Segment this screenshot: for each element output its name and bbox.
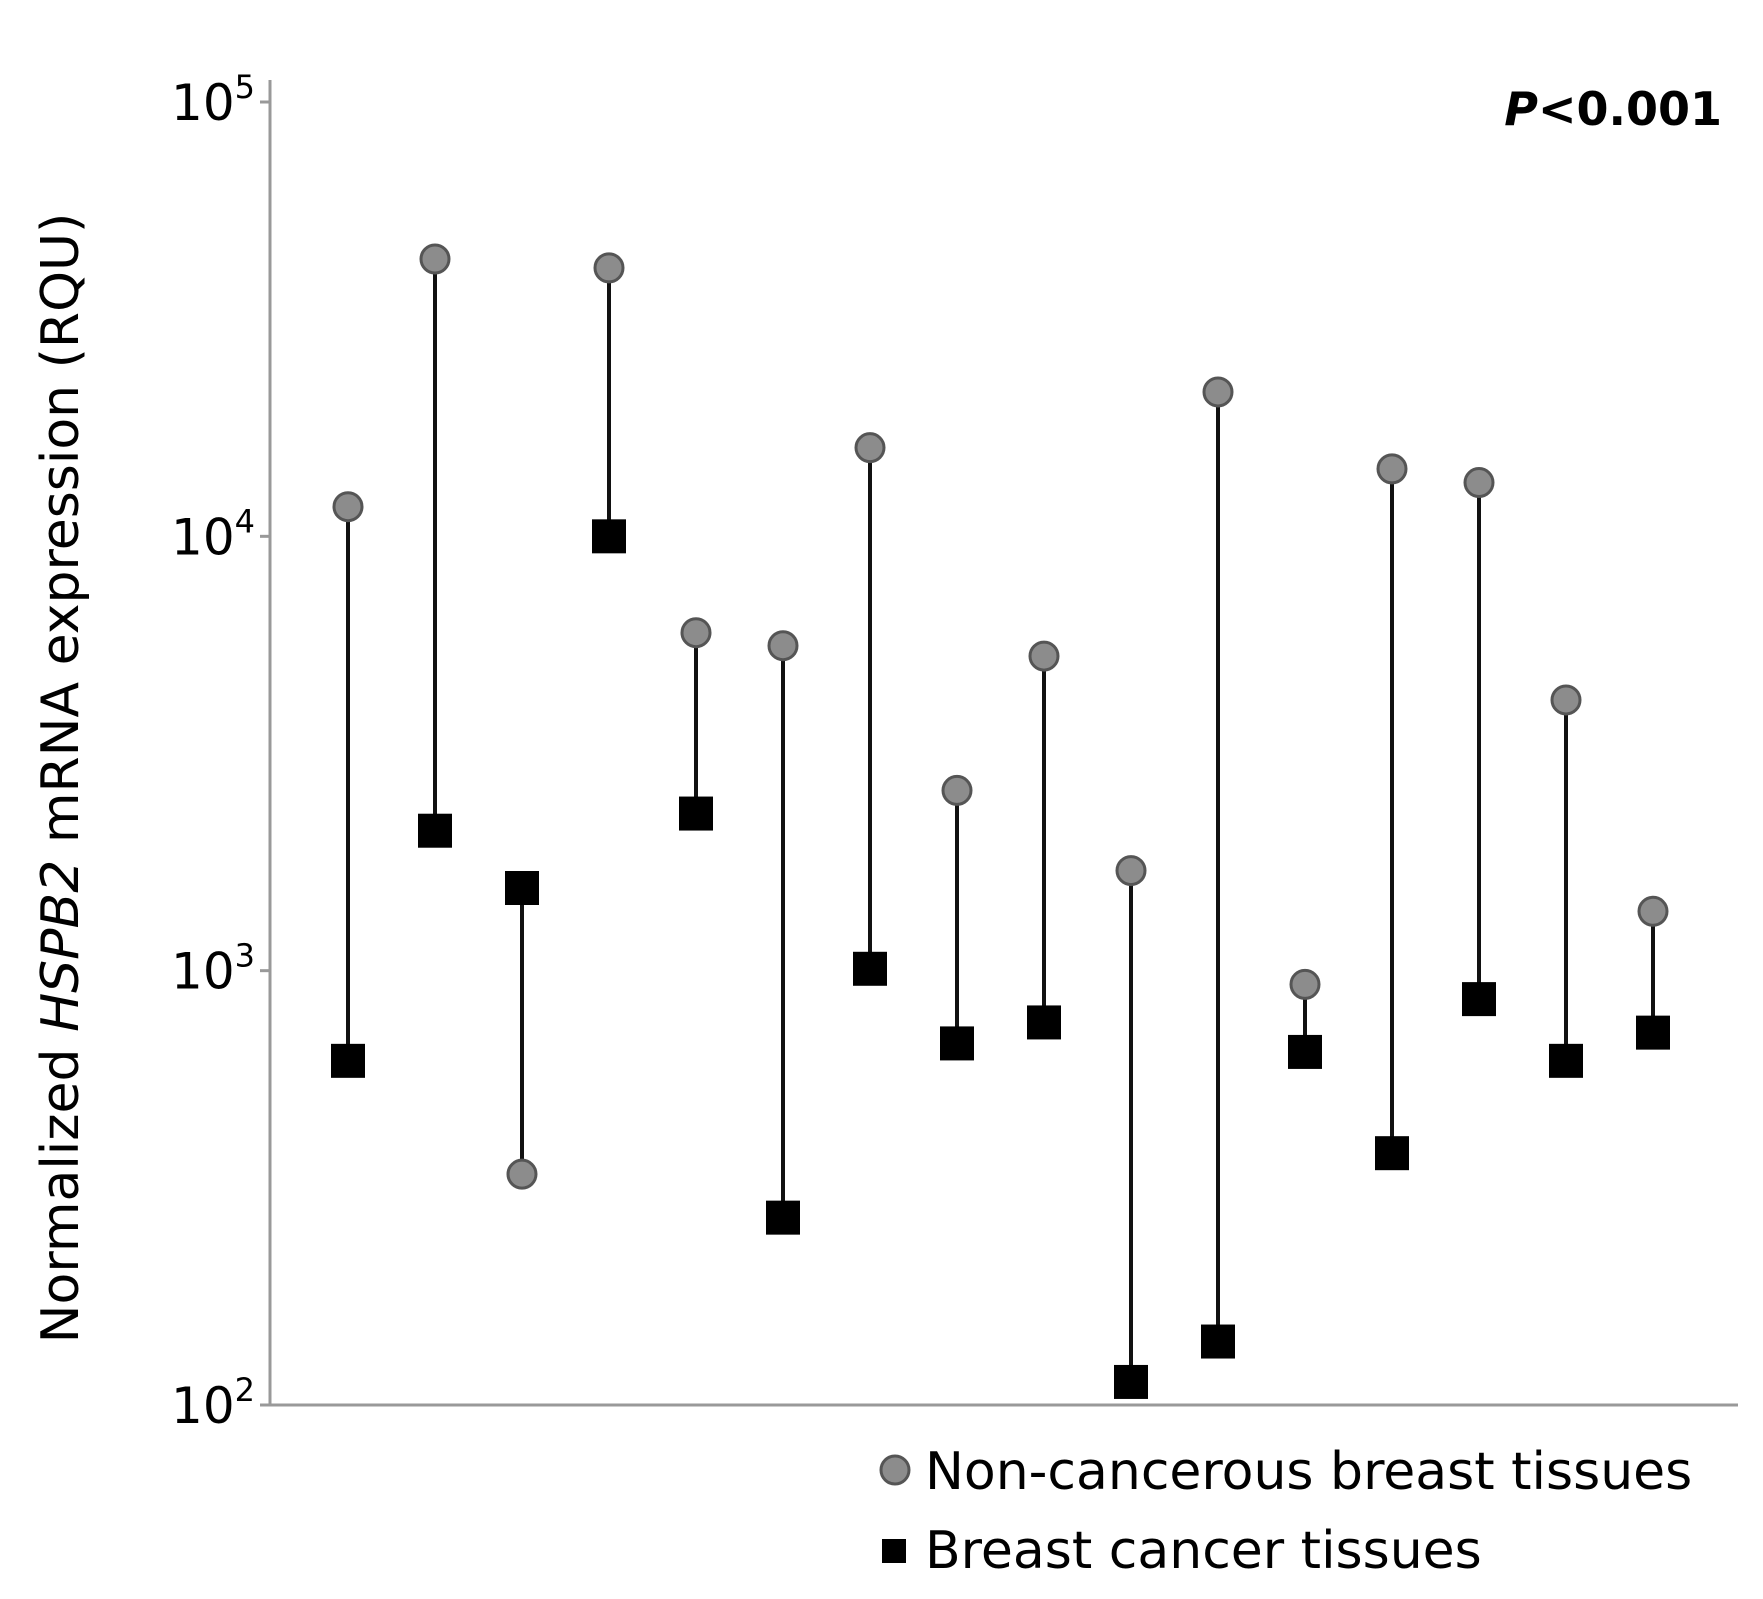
non-cancer-marker [1550, 684, 1582, 716]
y-tick-label: 103 [171, 937, 255, 1001]
non-cancer-marker [1115, 855, 1147, 887]
y-axis-title: Normalized HSPB2 mRNA expression (RQU) [31, 213, 91, 1344]
cancer-marker [1201, 1324, 1235, 1359]
y-ticks: 102 103 104 105 [171, 68, 270, 1435]
cancer-marker [592, 519, 626, 554]
non-cancer-marker [593, 252, 625, 284]
cancer-marker [853, 951, 887, 986]
cancer-marker [1549, 1043, 1583, 1078]
non-cancer-marker [1463, 467, 1495, 499]
cancer-marker [1636, 1015, 1670, 1050]
cancer-marker [940, 1026, 974, 1061]
non-cancer-marker [1202, 376, 1234, 408]
cancer-marker [1462, 982, 1496, 1017]
cancer-marker [766, 1200, 800, 1235]
cancer-marker [418, 813, 452, 848]
axes [268, 80, 1738, 1407]
data-markers [331, 243, 1670, 1399]
non-cancer-marker [941, 774, 973, 806]
cancer-marker [505, 870, 539, 905]
non-cancer-marker [854, 432, 886, 464]
y-tick-label: 104 [171, 502, 255, 566]
non-cancer-marker [680, 617, 712, 649]
legend-label-non-cancerous: Non-cancerous breast tissues [925, 1442, 1692, 1502]
y-tick-label: 105 [171, 68, 255, 132]
non-cancer-marker [419, 243, 451, 275]
cancer-marker [1027, 1005, 1061, 1040]
cancer-marker [1375, 1136, 1409, 1171]
cancer-marker [679, 796, 713, 831]
non-cancer-marker [1376, 453, 1408, 485]
cancer-marker [1114, 1364, 1148, 1399]
legend-marker-square [882, 1539, 906, 1563]
cancer-marker [331, 1043, 365, 1078]
legend-label-cancer: Breast cancer tissues [925, 1521, 1482, 1581]
non-cancer-marker [506, 1158, 538, 1190]
non-cancer-marker [1637, 895, 1669, 927]
non-cancer-marker [767, 630, 799, 662]
paired-lines [346, 259, 1655, 1382]
legend-marker-circle [879, 1454, 911, 1486]
non-cancer-marker [1289, 968, 1321, 1000]
y-tick-label: 102 [171, 1371, 255, 1435]
cancer-marker [1288, 1034, 1322, 1069]
non-cancer-marker [1028, 640, 1060, 672]
non-cancer-marker [332, 491, 364, 523]
legend: Non-cancerous breast tissues Breast canc… [879, 1442, 1692, 1581]
p-value-annotation: P<0.001 [1504, 82, 1722, 136]
